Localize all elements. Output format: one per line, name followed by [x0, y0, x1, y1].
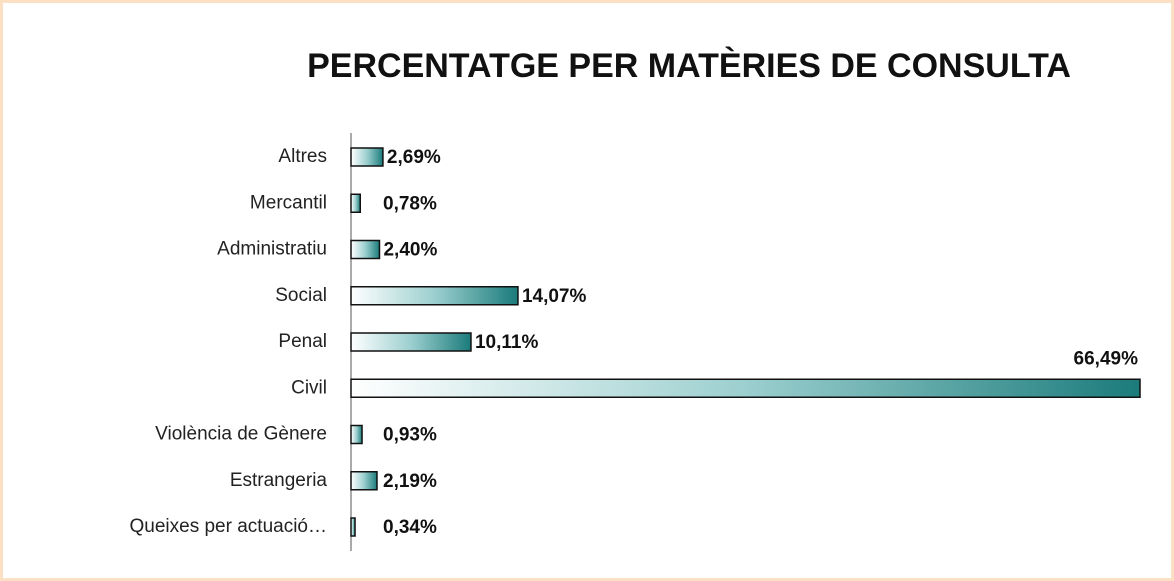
- bar: [350, 424, 363, 445]
- bar: [350, 517, 356, 537]
- bar: [350, 239, 381, 260]
- bar: [350, 193, 362, 213]
- value-label: 66,49%: [1074, 348, 1139, 369]
- value-label: 10,11%: [475, 332, 538, 353]
- category-label: Administratiu: [217, 239, 327, 260]
- category-label: Penal: [278, 331, 327, 352]
- value-label: 0,93%: [383, 425, 437, 446]
- value-label: 0,78%: [383, 193, 437, 214]
- bar: [350, 147, 384, 167]
- category-label: Mercantil: [250, 192, 327, 213]
- bar: [350, 378, 1141, 398]
- value-label: 2,40%: [383, 240, 437, 261]
- category-label: Altres: [278, 146, 327, 167]
- value-label: 14,07%: [522, 286, 587, 307]
- value-label: 2,19%: [383, 471, 437, 492]
- category-label: Civil: [291, 377, 327, 398]
- value-label: 0,34%: [383, 517, 437, 538]
- bar: [350, 471, 378, 491]
- category-label: Violència de Gènere: [155, 424, 327, 445]
- value-label: 2,69%: [387, 147, 441, 168]
- chart-title: PERCENTATGE PER MATÈRIES DE CONSULTA: [307, 47, 1071, 85]
- category-label: Social: [275, 285, 327, 306]
- bar: [350, 286, 519, 306]
- bar: [350, 332, 472, 352]
- category-label: Estrangeria: [230, 470, 328, 491]
- category-label: Queixes per actuació…: [130, 516, 328, 537]
